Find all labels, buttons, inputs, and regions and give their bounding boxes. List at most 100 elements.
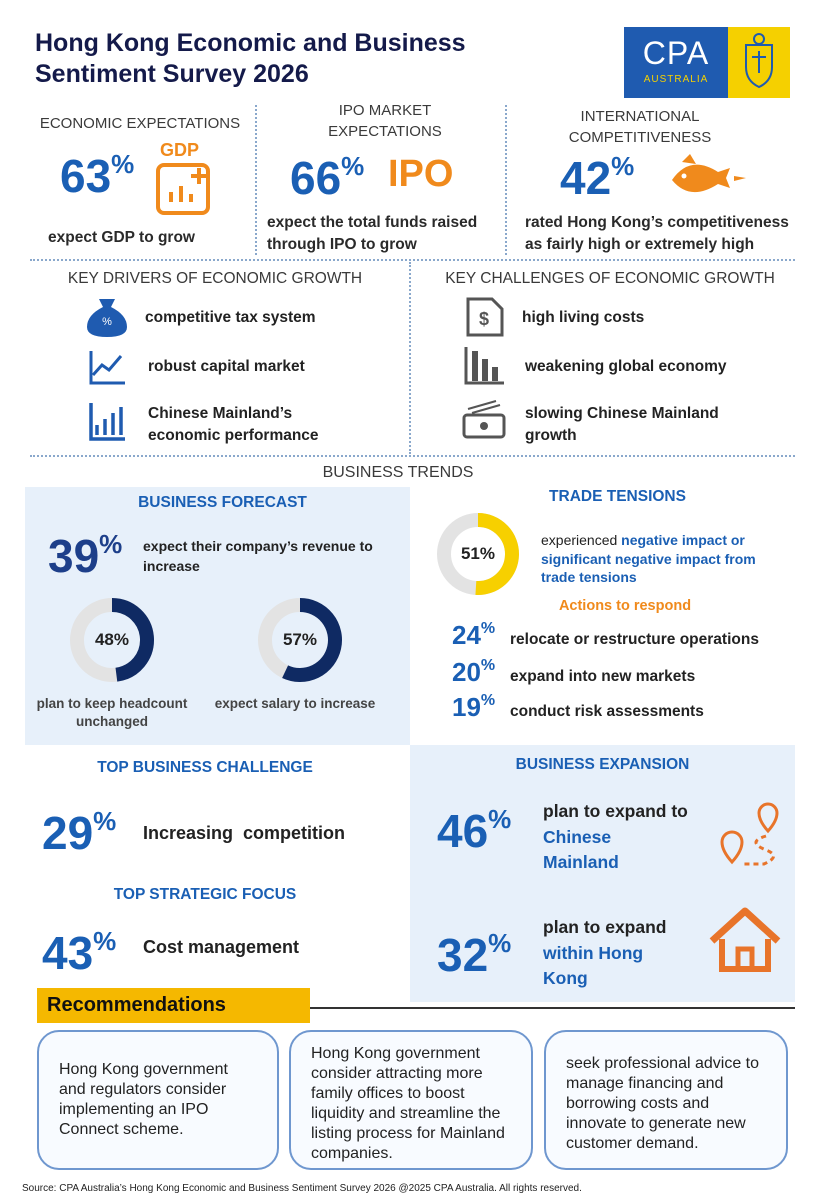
unit: % (488, 928, 512, 958)
unit: % (93, 926, 117, 956)
fish-icon (672, 154, 746, 193)
map-icon (720, 802, 779, 866)
unit: % (93, 806, 117, 836)
challenge-icons: $ (462, 297, 506, 439)
stat-value: 63% (60, 150, 134, 202)
unit: % (488, 804, 512, 834)
label: conduct risk assessments (510, 703, 704, 720)
driver: Chinese Mainland’s economic performance (148, 405, 319, 444)
value: 32 (437, 929, 489, 981)
donut-label: 57% (283, 630, 317, 649)
label: Increasing competition (143, 823, 346, 843)
section-heading: KEY CHALLENGES OF ECONOMIC GROWTH (445, 270, 775, 287)
gdp-icon (156, 163, 210, 215)
unit: % (302, 630, 317, 649)
panel-heading: TRADE TENSIONS (549, 488, 686, 505)
donut-label: 51% (461, 544, 495, 563)
panel-heading: BUSINESS EXPANSION (515, 756, 690, 773)
action: 20% expand into new markets (452, 657, 695, 688)
stat-caption: rated Hong Kong’s competitiveness as fai… (525, 214, 789, 253)
driver-icons: % (87, 299, 127, 441)
value: 57 (283, 630, 302, 649)
highlight: Chinese Mainland (543, 826, 619, 873)
actions-heading: Actions to respond (558, 598, 692, 614)
challenge: high living costs (522, 309, 645, 326)
panel-heading: BUSINESS FORECAST (138, 494, 307, 511)
stat-tag: IPO (388, 153, 454, 195)
logo-crest (728, 27, 790, 98)
expansion-text: plan to expand within Hong Kong (543, 915, 723, 992)
unit: % (480, 657, 496, 674)
svg-text:%: % (102, 316, 112, 328)
unit: % (611, 151, 635, 181)
unit: % (480, 544, 495, 563)
expansion-text: plan to expand to Chinese Mainland (543, 799, 723, 876)
label: relocate or restructure operations (510, 631, 759, 648)
value: 63 (60, 150, 112, 202)
unit: % (480, 692, 496, 709)
section-heading: BUSINESS TRENDS (322, 464, 474, 481)
stat-value: 66% (290, 152, 364, 204)
stat-value: 42% (560, 152, 634, 204)
lead: plan to expand to (543, 801, 688, 821)
recommendation: Hong Kong government consider attracting… (289, 1030, 533, 1170)
panel-heading: TOP STRATEGIC FOCUS (113, 886, 297, 903)
logo-subtext: AUSTRALIA (643, 74, 709, 85)
value: 20 (452, 657, 481, 687)
unit: % (114, 630, 129, 649)
donut-arc (111, 598, 154, 682)
label: expand into new markets (510, 668, 696, 685)
donut-arc (475, 513, 519, 595)
svg-text:$: $ (479, 309, 489, 329)
value: 42 (560, 152, 612, 204)
donut-arc (282, 598, 342, 682)
stat-caption: expect GDP to grow (48, 229, 195, 246)
stat-value: 43% (42, 927, 116, 979)
unit: % (341, 151, 365, 181)
title: Hong Kong Economic and Business Sentimen… (35, 29, 466, 88)
unit: % (99, 529, 123, 559)
caption-lead: experienced (541, 532, 618, 548)
stat-heading: INTERNATIONAL COMPETITIVENESS (568, 108, 712, 146)
logo-panel: CPA AUSTRALIA (624, 27, 728, 98)
value: 24 (452, 620, 481, 650)
value: 43 (42, 927, 94, 979)
action: 24% relocate or restructure operations (452, 620, 759, 651)
stat-tag: GDP (160, 140, 200, 160)
recommendations-heading: Recommendations (37, 988, 310, 1023)
label: Cost management (143, 937, 300, 957)
donut-label: 48% (95, 630, 129, 649)
recommendation: seek professional advice to manage finan… (544, 1030, 788, 1170)
lead: plan to expand (543, 917, 667, 937)
logo-text: CPA (642, 35, 710, 71)
value: 48 (95, 630, 114, 649)
action: 19% conduct risk assessments (452, 692, 704, 723)
stat-heading: IPO MARKET EXPECTATIONS (328, 102, 442, 140)
value: 19 (452, 692, 481, 722)
highlight: within Hong Kong (543, 942, 644, 989)
donut: 57% (258, 598, 342, 682)
driver: competitive tax system (145, 309, 316, 326)
stat-value: 46% (437, 806, 511, 854)
stat-value: 39% (48, 530, 122, 582)
value: 51 (461, 544, 480, 563)
donut: 48% (70, 598, 154, 682)
value: 66 (290, 152, 342, 204)
value: 29 (42, 807, 94, 859)
house-icon (709, 907, 781, 972)
section-heading: KEY DRIVERS OF ECONOMIC GROWTH (67, 270, 363, 287)
stat-caption: expect the total funds raised through IP… (267, 214, 478, 253)
driver: robust capital market (148, 358, 305, 375)
challenge: slowing Chinese Mainland growth (525, 405, 719, 444)
donut-caption: expect salary to increase (214, 696, 376, 711)
value: 39 (48, 530, 100, 582)
recommendation: Hong Kong government and regulators cons… (37, 1030, 279, 1170)
panel-heading: TOP BUSINESS CHALLENGE (97, 759, 313, 776)
caption: expect their company’s revenue to increa… (143, 538, 373, 574)
challenge: weakening global economy (525, 358, 727, 375)
stat-value: 29% (42, 807, 116, 859)
stat-heading: ECONOMIC EXPECTATIONS (39, 115, 241, 132)
unit: % (111, 149, 135, 179)
donut-caption: plan to keep headcount unchanged (36, 696, 188, 729)
